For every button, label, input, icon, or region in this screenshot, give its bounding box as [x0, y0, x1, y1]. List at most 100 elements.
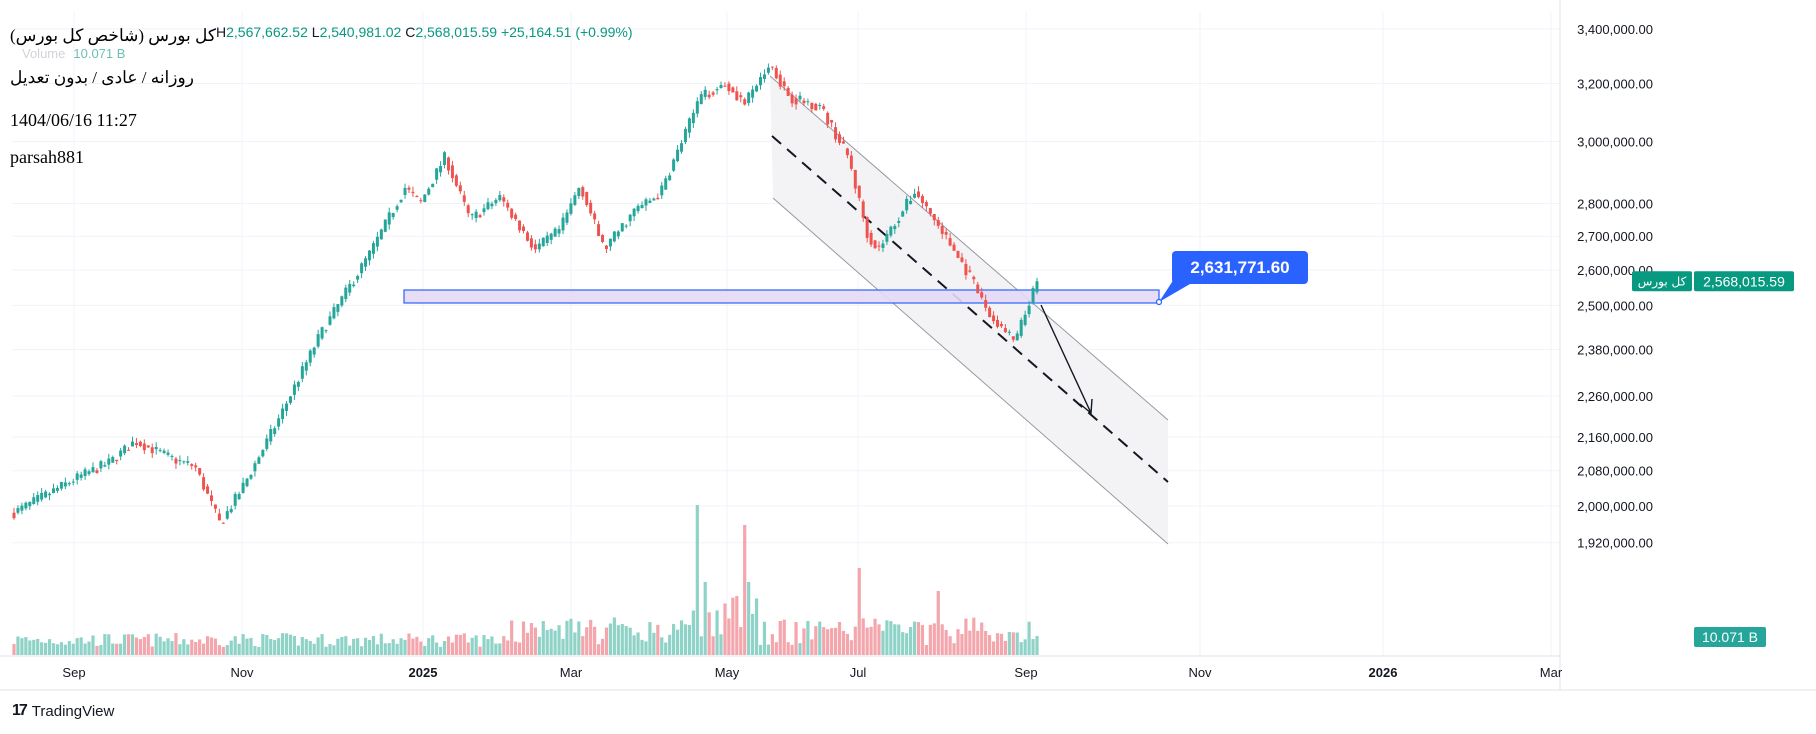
candle-body: [348, 283, 352, 293]
candle-body: [755, 85, 759, 92]
arrow-line: [1040, 304, 1092, 414]
volume-bar: [138, 639, 142, 655]
volume-bar: [198, 639, 202, 655]
candle-body: [206, 486, 210, 494]
volume-bar: [253, 645, 257, 655]
volume-bar: [383, 643, 387, 655]
candle-body: [462, 195, 466, 202]
volume-bar: [833, 627, 838, 655]
volume-bar: [12, 644, 16, 655]
candle-body: [107, 458, 111, 465]
volume-bar: [806, 621, 810, 655]
regression-channel[interactable]: [769, 75, 1169, 545]
volume-bar: [99, 644, 103, 655]
last-price-tag: کل بورس 2,568,015.59: [1632, 271, 1794, 292]
volume-bar: [375, 644, 379, 655]
price-axis[interactable]: 3,400,000.00 3,200,000.00 3,000,000.00 2,80…: [1559, 0, 1653, 690]
candle-body: [1019, 319, 1023, 336]
candle-body: [668, 175, 672, 181]
support-zone[interactable]: [403, 289, 1160, 304]
candle-body: [553, 228, 557, 237]
candle-body: [407, 187, 411, 190]
candle-body: [32, 497, 36, 504]
volume-bar: [545, 630, 549, 655]
candle-body: [589, 202, 593, 214]
volume-bar: [419, 641, 423, 655]
candle-body: [146, 445, 150, 448]
volume-bar: [822, 627, 826, 655]
candle-body: [972, 276, 976, 280]
candle-body: [119, 450, 123, 457]
candle-body: [877, 245, 881, 247]
volume-bar: [707, 612, 711, 655]
candle-body: [241, 482, 245, 493]
volume-bar: [71, 643, 75, 655]
candle-body: [12, 512, 16, 519]
volume-bar: [581, 636, 585, 655]
volume-bar: [300, 637, 304, 655]
candle-body: [652, 198, 656, 201]
volume-bar: [687, 625, 692, 655]
volume-bar: [391, 639, 395, 655]
candle-body: [28, 501, 32, 507]
time-axis[interactable]: Sep Nov 2025 Mar May Jul Sep Nov 2026 Mar: [0, 655, 1816, 691]
volume-bar: [905, 633, 909, 655]
volume-bar: [754, 598, 759, 655]
volume-bar: [324, 646, 328, 655]
volume-bar: [604, 627, 609, 655]
candle-body: [16, 508, 20, 513]
candle-body: [1007, 331, 1011, 333]
volume-bar: [67, 641, 71, 655]
candle-body: [67, 483, 71, 485]
volume-legend-value: 10.071 B: [73, 46, 126, 61]
volume-bar: [569, 618, 573, 655]
volume-bar: [916, 622, 921, 655]
candle-body: [237, 493, 241, 500]
candle-body: [541, 237, 545, 247]
candle-body: [766, 67, 770, 73]
time-tick-label: May: [715, 665, 740, 680]
candle-body: [273, 428, 277, 435]
candle-body: [727, 83, 731, 92]
volume-bar: [474, 635, 478, 655]
volume-bar: [126, 634, 131, 655]
candle-body: [431, 183, 435, 188]
volume-bar: [521, 621, 526, 655]
volume-bar: [723, 603, 727, 655]
volume-bar: [782, 619, 786, 655]
time-tick-label: Mar: [560, 665, 583, 680]
time-tick-label: 2025: [409, 665, 438, 680]
candle-body: [186, 461, 190, 463]
candle-body: [466, 205, 470, 214]
price-callout[interactable]: 2,631,771.60: [1155, 251, 1309, 306]
tradingview-branding[interactable]: 17 TradingView: [12, 702, 114, 720]
candle-body: [964, 263, 968, 276]
volume-bar: [450, 642, 455, 655]
candle-body: [83, 469, 87, 476]
volume-bar: [359, 646, 364, 655]
candle-body: [324, 330, 328, 332]
volume-bar: [446, 636, 451, 655]
candle-body: [818, 104, 822, 106]
candle-body: [612, 231, 616, 242]
candle-body: [545, 235, 549, 244]
candle-body: [802, 100, 806, 104]
candle-body: [213, 504, 217, 509]
volume-bar: [36, 638, 40, 655]
volume-bar: [367, 639, 372, 655]
volume-bar: [510, 620, 514, 655]
volume-bar: [225, 645, 229, 655]
candle-body: [494, 200, 498, 204]
volume-bar: [849, 640, 853, 655]
volume-bar: [257, 646, 261, 655]
candle-body: [439, 165, 443, 173]
volume-bar: [727, 618, 731, 655]
last-volume-bg: [1694, 627, 1766, 647]
volume-bar: [936, 591, 940, 655]
volume-bar: [612, 617, 616, 655]
projection-arrow[interactable]: [1040, 304, 1093, 415]
candle-body: [569, 203, 573, 214]
volume-bar: [845, 633, 850, 655]
volume-bar: [600, 638, 605, 655]
